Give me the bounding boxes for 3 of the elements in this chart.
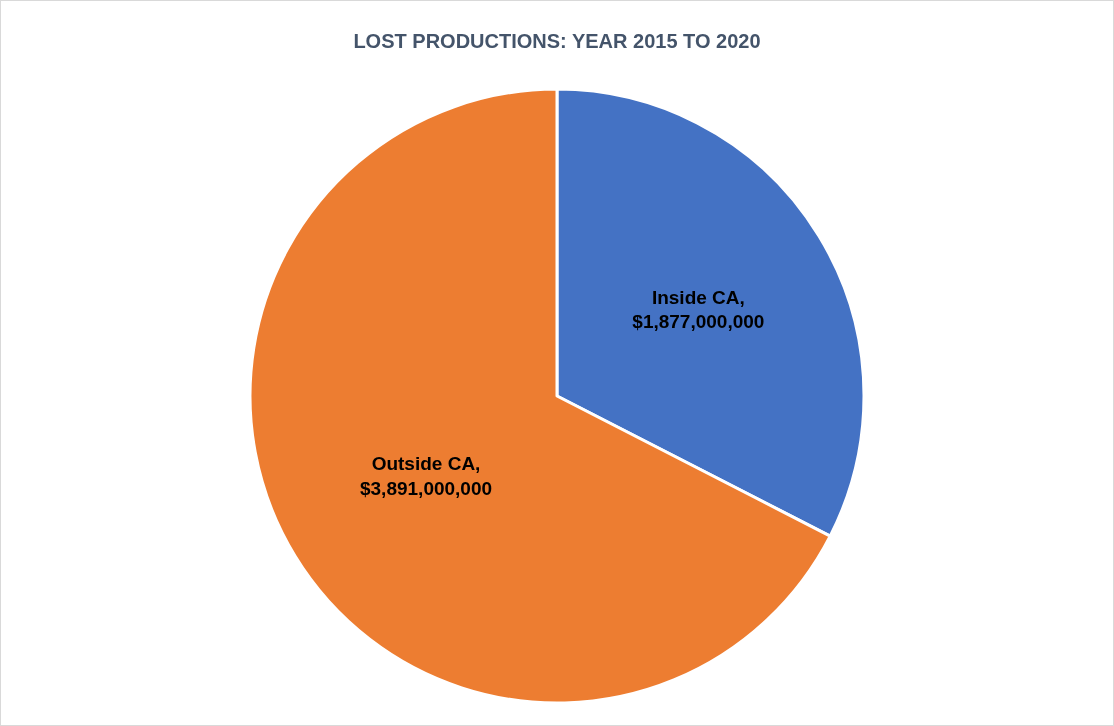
slice-label: Outside CA, $3,891,000,000 — [359, 453, 493, 499]
chart-title: LOST PRODUCTIONS: YEAR 2015 TO 2020 — [353, 29, 761, 52]
slice-label: Inside CA, $1,877,000,000 — [632, 286, 765, 333]
